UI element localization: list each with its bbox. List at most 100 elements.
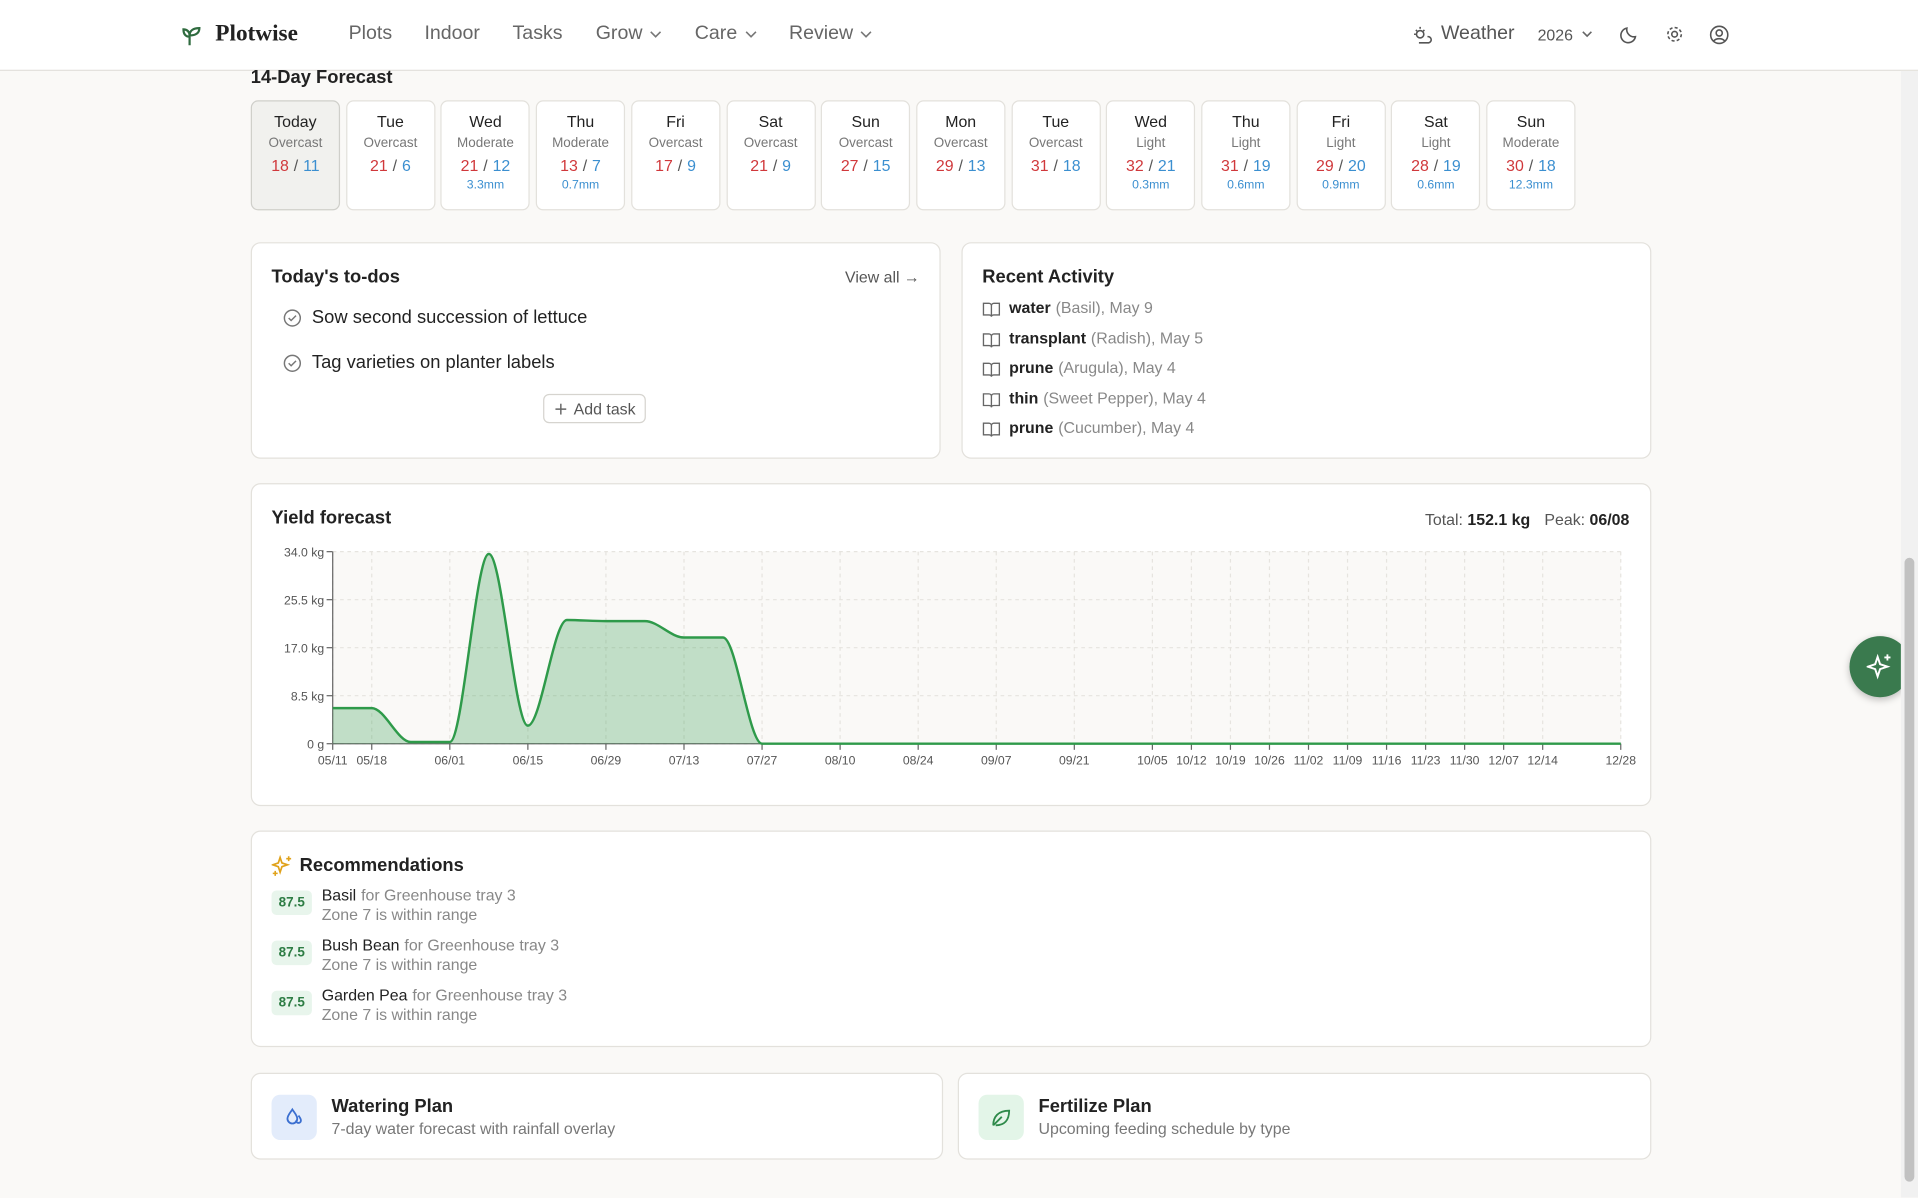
day-name: Wed [469, 112, 502, 131]
temp-separator: / [1148, 156, 1154, 175]
forecast-day[interactable]: Fri Overcast 17/9 [630, 100, 721, 211]
day-name: Sun [1516, 112, 1546, 131]
top-nav: Plotwise Plots Indoor Tasks Grow Care Review … [0, 0, 1918, 71]
activity-action: prune [1009, 418, 1054, 437]
forecast-day[interactable]: Sat Light 28/19 0.6mm [1391, 100, 1481, 211]
high-temp: 21 [370, 156, 388, 175]
forecast-day[interactable]: Tue Overcast 21/6 [345, 100, 436, 211]
x-tick-label: 07/13 [669, 754, 700, 768]
todos-card: Today's to-dos View all → Sow second suc… [250, 242, 941, 459]
day-name: Thu [566, 112, 595, 131]
nav-item[interactable]: Plots [348, 23, 393, 45]
x-tick-label: 11/23 [1411, 754, 1441, 768]
forecast-day[interactable]: Tue Overcast 31/18 [1011, 100, 1101, 211]
forecast-day[interactable]: Thu Light 31/19 0.6mm [1201, 100, 1291, 211]
weather-icon [1414, 26, 1432, 44]
x-tick-label: 10/05 [1137, 754, 1168, 768]
chevron [650, 31, 662, 38]
low-temp: 18 [1062, 156, 1081, 175]
condition: Moderate [457, 135, 514, 151]
activity-detail: (Cucumber), May 4 [1058, 418, 1195, 437]
day-name: Wed [1134, 112, 1167, 131]
logo-icon [182, 27, 201, 46]
day-name: Sat [1423, 112, 1448, 131]
todo-text: Tag varieties on planter labels [311, 352, 555, 374]
plan-card[interactable]: Watering Plan 7-day water forecast with r… [250, 1072, 944, 1160]
temp-separator: / [293, 156, 299, 175]
temps: 27/15 [822, 157, 909, 175]
scrollbar [1900, 70, 1918, 1198]
recommendations-title: Recommendations [299, 855, 464, 876]
forecast-day[interactable]: Wed Moderate 21/12 3.3mm [440, 100, 531, 211]
plan-card[interactable]: Fertilize Plan Upcoming feeding schedule … [957, 1072, 1652, 1160]
rainfall: 0.3mm [1132, 178, 1170, 193]
nav-item[interactable]: Care [695, 23, 758, 45]
theme-toggle[interactable] [1620, 24, 1640, 44]
x-tick-label: 12/14 [1527, 754, 1558, 768]
temps: 13/7 [537, 157, 624, 175]
plan-icon-box [271, 1094, 317, 1141]
x-tick-label: 06/15 [513, 754, 544, 768]
activity-detail: (Arugula), May 4 [1058, 358, 1176, 377]
nav-item[interactable]: Grow [596, 23, 664, 45]
temps: 29/13 [917, 157, 1004, 175]
x-tick-label: 09/07 [981, 754, 1012, 768]
forecast-day[interactable]: Today Overcast 18/11 [250, 100, 341, 211]
profile-button[interactable] [1709, 24, 1730, 45]
chart-title: Yield forecast [271, 507, 392, 529]
rec-note: Zone 7 is within range [321, 905, 478, 924]
high-temp: 13 [560, 156, 578, 175]
forecast-day[interactable]: Mon Overcast 29/13 [916, 100, 1006, 211]
nav-item[interactable]: Tasks [512, 23, 563, 45]
rec-note: Zone 7 is within range [321, 1005, 478, 1024]
yield-card: Yield forecast Total: 152.1 kg Peak: 06/… [250, 483, 1652, 807]
nav-item[interactable]: Review [789, 23, 874, 45]
settings-button[interactable] [1665, 24, 1685, 44]
rainfall: 0.6mm [1227, 178, 1265, 193]
high-temp: 29 [1316, 156, 1334, 175]
high-temp: 28 [1411, 156, 1429, 175]
scroll-thumb[interactable] [1904, 557, 1915, 1182]
plan-title: Watering Plan [331, 1095, 454, 1117]
assistant-fab[interactable] [1849, 636, 1911, 698]
forecast-day[interactable]: Sat Overcast 21/9 [725, 100, 816, 211]
plan-icon [286, 1107, 302, 1125]
rainfall: 3.3mm [466, 178, 505, 193]
temp-separator: / [582, 156, 588, 175]
weather-link[interactable]: Weather [1440, 23, 1515, 45]
forecast-day[interactable]: Fri Light 29/20 0.9mm [1296, 100, 1386, 211]
day-name: Sat [758, 112, 783, 131]
brand[interactable]: Plotwise [215, 20, 298, 47]
x-tick-label: 05/18 [356, 754, 387, 768]
yield-summary: Total: 152.1 kg Peak: 06/08 [1425, 510, 1629, 528]
activity-text: water (Basil), May 9 [1009, 298, 1153, 316]
forecast-day[interactable]: Sun Overcast 27/15 [821, 100, 911, 211]
check-icon[interactable] [283, 354, 303, 374]
activity-title: Recent Activity [982, 266, 1115, 288]
check-icon[interactable] [283, 308, 303, 328]
activity-text: transplant (Radish), May 5 [1009, 328, 1203, 346]
forecast-day[interactable]: Wed Light 32/21 0.3mm [1106, 100, 1196, 211]
forecast-day[interactable]: Thu Moderate 13/7 0.7mm [535, 100, 626, 211]
activity-text: prune (Arugula), May 4 [1009, 358, 1176, 376]
forecast-day[interactable]: Sun Moderate 30/18 12.3mm [1486, 100, 1576, 211]
plan-icon-box [978, 1094, 1024, 1141]
nav-item[interactable]: Indoor [424, 23, 480, 45]
activity-text: thin (Sweet Pepper), May 4 [1009, 388, 1206, 406]
total-value: 152.1 kg [1467, 510, 1531, 529]
rainfall: 0.7mm [561, 178, 600, 193]
low-temp: 9 [782, 156, 791, 175]
add-task-button[interactable]: Add task [543, 393, 646, 424]
activity-detail: (Sweet Pepper), May 4 [1043, 388, 1206, 407]
rec-detail: for Greenhouse tray 3 [361, 885, 516, 904]
x-tick-label: 11/16 [1372, 754, 1402, 768]
high-temp: 31 [1221, 156, 1239, 175]
activity-text: prune (Cucumber), May 4 [1009, 418, 1194, 436]
year-select[interactable]: 2026 [1537, 25, 1573, 45]
temps: 21/9 [727, 157, 814, 175]
high-temp: 21 [750, 156, 768, 175]
condition: Moderate [552, 135, 609, 151]
x-tick-label: 10/26 [1254, 754, 1285, 768]
view-all-link[interactable]: View all → [845, 267, 920, 287]
